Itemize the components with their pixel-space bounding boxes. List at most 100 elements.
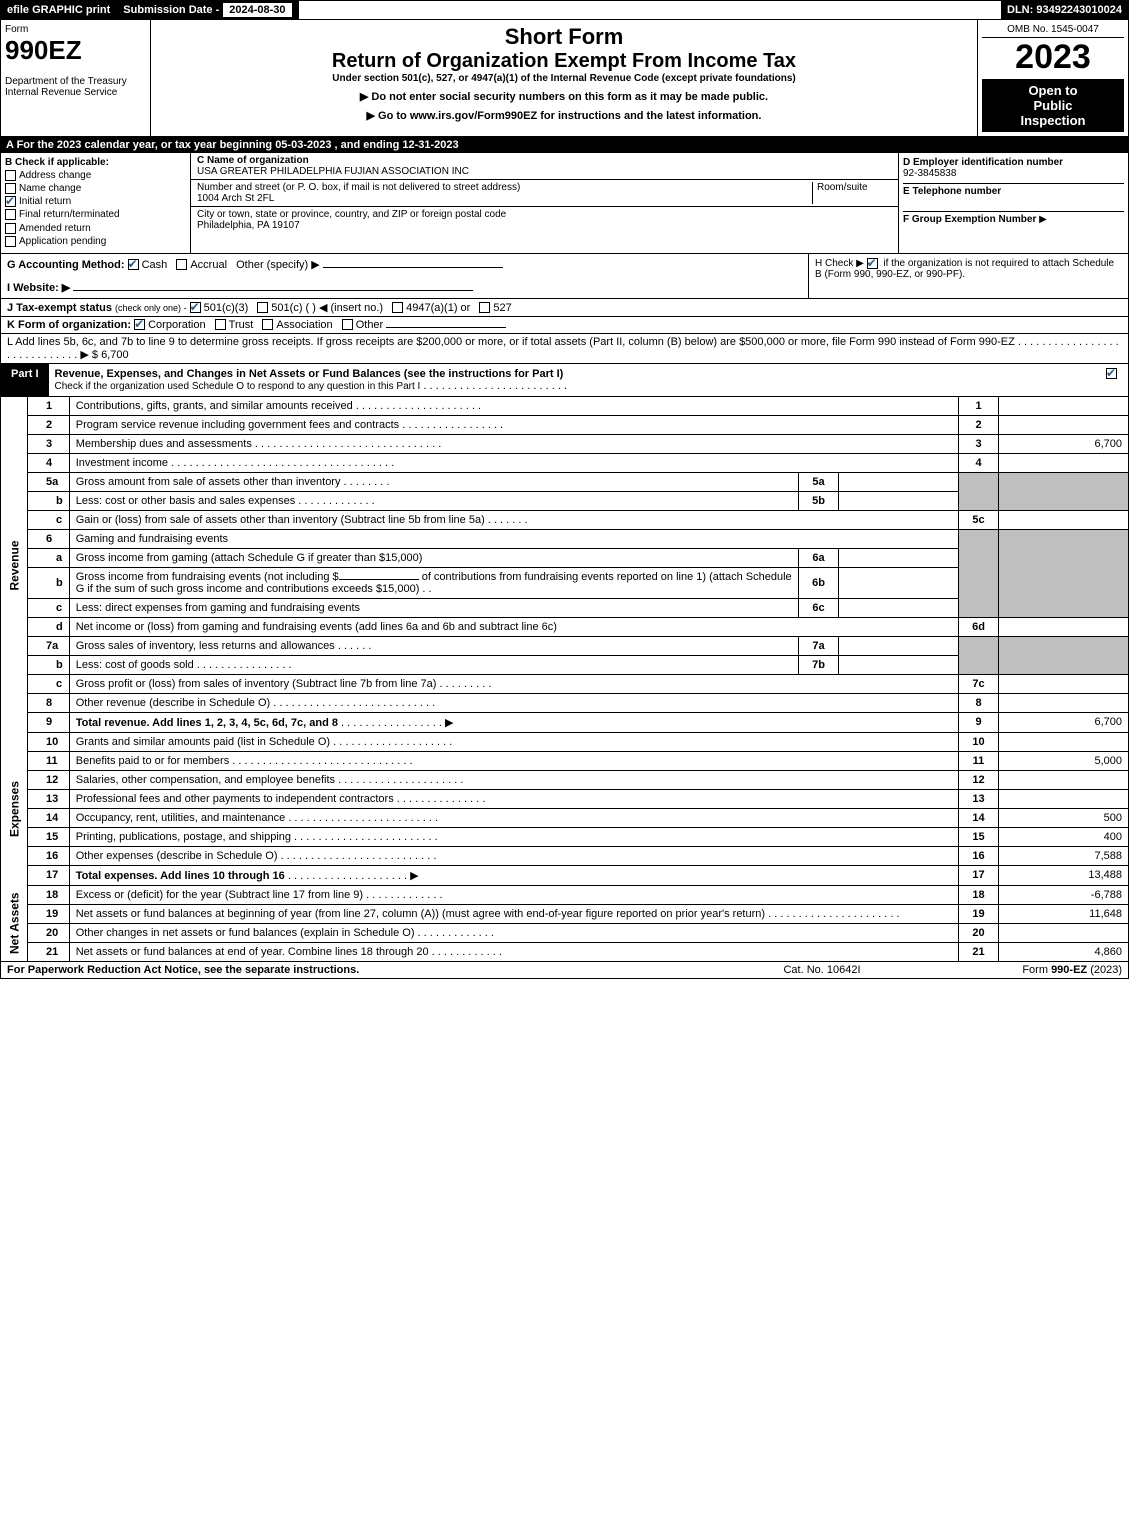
header-right: OMB No. 1545-0047 2023 Open to Public In… [978, 20, 1128, 136]
check-application-pending[interactable]: Application pending [5, 236, 186, 247]
form-label: Form [5, 24, 146, 35]
h-text: H Check ▶ [815, 258, 864, 269]
check-amended[interactable]: Amended return [5, 223, 186, 234]
section-k: K Form of organization: Corporation Trus… [0, 317, 1129, 334]
check-initial-return[interactable]: Initial return [5, 196, 186, 207]
line-7a: 7a Gross sales of inventory, less return… [1, 636, 1129, 655]
line-5c: c Gain or (loss) from sale of assets oth… [1, 510, 1129, 529]
submission-date-value: 2024-08-30 [223, 3, 291, 17]
j-label: J Tax-exempt status [7, 302, 112, 314]
l-arrow: ▶ $ [80, 349, 98, 361]
check-501c[interactable] [257, 302, 268, 313]
line-7c: c Gross profit or (loss) from sales of i… [1, 674, 1129, 693]
side-expenses: Expenses [1, 732, 28, 885]
open-to-public: Open to Public Inspection [982, 79, 1124, 132]
dln: DLN: 93492243010024 [1001, 1, 1128, 19]
subtitle: Under section 501(c), 527, or 4947(a)(1)… [155, 73, 973, 84]
section-g: G Accounting Method: Cash Accrual Other … [1, 254, 808, 298]
line-16: 16 Other expenses (describe in Schedule … [1, 846, 1129, 865]
line-14: 14 Occupancy, rent, utilities, and maint… [1, 808, 1129, 827]
l-value: 6,700 [101, 349, 129, 361]
check-other-org[interactable] [342, 319, 353, 330]
footer-left: For Paperwork Reduction Act Notice, see … [7, 964, 722, 976]
row-gh: G Accounting Method: Cash Accrual Other … [0, 254, 1129, 299]
check-corp[interactable] [134, 319, 145, 330]
section-b: B Check if applicable: Address change Na… [1, 153, 191, 253]
side-net-assets: Net Assets [1, 885, 28, 961]
check-4947[interactable] [392, 302, 403, 313]
org-name: USA GREATER PHILADELPHIA FUJIAN ASSOCIAT… [197, 166, 892, 177]
header-block: Form 990EZ Department of the Treasury In… [0, 20, 1129, 137]
line-9: 9 Total revenue. Add lines 1, 2, 3, 4, 5… [1, 712, 1129, 732]
city-value: Philadelphia, PA 19107 [197, 220, 892, 231]
top-bar: efile GRAPHIC print Submission Date - 20… [0, 0, 1129, 20]
check-trust[interactable] [215, 319, 226, 330]
section-l: L Add lines 5b, 6c, and 7b to line 9 to … [0, 334, 1129, 364]
open1: Open to [986, 83, 1120, 98]
section-j: J Tax-exempt status (check only one) - 5… [0, 299, 1129, 317]
return-title: Return of Organization Exempt From Incom… [155, 50, 973, 73]
line-8: 8 Other revenue (describe in Schedule O)… [1, 693, 1129, 712]
f-label: F Group Exemption Number [903, 214, 1036, 225]
side-revenue: Revenue [1, 397, 28, 733]
submission-date: Submission Date - 2024-08-30 [117, 1, 298, 19]
line-10: Expenses 10 Grants and similar amounts p… [1, 732, 1129, 751]
line-12: 12 Salaries, other compensation, and emp… [1, 770, 1129, 789]
line-18: Net Assets 18 Excess or (deficit) for th… [1, 885, 1129, 904]
city-label: City or town, state or province, country… [197, 209, 892, 220]
d-label: D Employer identification number [903, 157, 1124, 168]
instr1: ▶ Do not enter social security numbers o… [155, 90, 973, 103]
header-center: Short Form Return of Organization Exempt… [151, 20, 978, 136]
l-text: L Add lines 5b, 6c, and 7b to line 9 to … [7, 336, 1015, 348]
part1-title: Revenue, Expenses, and Changes in Net As… [49, 364, 1098, 396]
short-form-title: Short Form [155, 24, 973, 50]
line-3: 3 Membership dues and assessments . . . … [1, 434, 1129, 453]
b-check-label: Check if applicable: [15, 157, 109, 168]
g-other: Other (specify) ▶ [236, 259, 320, 271]
street-label: Number and street (or P. O. box, if mail… [197, 182, 812, 193]
street-value: 1004 Arch St 2FL [197, 193, 812, 204]
g-label: G Accounting Method: [7, 259, 125, 271]
footer: For Paperwork Reduction Act Notice, see … [0, 962, 1129, 979]
dept: Department of the Treasury [5, 76, 146, 87]
line-20: 20 Other changes in net assets or fund b… [1, 923, 1129, 942]
check-accrual[interactable] [176, 259, 187, 270]
line-6d: d Net income or (loss) from gaming and f… [1, 617, 1129, 636]
line-19: 19 Net assets or fund balances at beginn… [1, 904, 1129, 923]
footer-mid: Cat. No. 10642I [722, 964, 922, 976]
section-def: D Employer identification number 92-3845… [898, 153, 1128, 253]
check-assoc[interactable] [262, 319, 273, 330]
line-13: 13 Professional fees and other payments … [1, 789, 1129, 808]
line-11: 11 Benefits paid to or for members . . .… [1, 751, 1129, 770]
check-527[interactable] [479, 302, 490, 313]
footer-right: Form 990-EZ (2023) [922, 964, 1122, 976]
f-arrow: ▶ [1039, 214, 1047, 225]
check-address-change[interactable]: Address change [5, 170, 186, 181]
section-c: C Name of organization USA GREATER PHILA… [191, 153, 898, 253]
efile-label[interactable]: efile GRAPHIC print [1, 1, 117, 19]
check-name-change[interactable]: Name change [5, 183, 186, 194]
b-label: B [5, 157, 12, 168]
instr2[interactable]: ▶ Go to www.irs.gov/Form990EZ for instru… [155, 109, 973, 122]
ein-value: 92-3845838 [903, 168, 1124, 179]
part1-label: Part I [1, 364, 49, 396]
section-a: A For the 2023 calendar year, or tax yea… [0, 137, 1129, 153]
check-final-return[interactable]: Final return/terminated [5, 209, 186, 220]
irs: Internal Revenue Service [5, 87, 146, 98]
c-name-label: C Name of organization [197, 155, 892, 166]
e-label: E Telephone number [903, 183, 1124, 197]
line-21: 21 Net assets or fund balances at end of… [1, 942, 1129, 961]
line-5a: 5a Gross amount from sale of assets othe… [1, 472, 1129, 491]
open2: Public [986, 98, 1120, 113]
check-501c3[interactable] [190, 302, 201, 313]
i-label: I Website: ▶ [7, 282, 70, 294]
header-left: Form 990EZ Department of the Treasury In… [1, 20, 151, 136]
part1-table: Revenue 1 Contributions, gifts, grants, … [0, 397, 1129, 962]
part1-header: Part I Revenue, Expenses, and Changes in… [0, 364, 1129, 397]
form-number: 990EZ [5, 35, 146, 66]
part1-checkbox[interactable] [1098, 364, 1128, 396]
check-cash[interactable] [128, 259, 139, 270]
check-h[interactable] [867, 258, 878, 269]
k-label: K Form of organization: [7, 319, 131, 331]
open3: Inspection [986, 113, 1120, 128]
